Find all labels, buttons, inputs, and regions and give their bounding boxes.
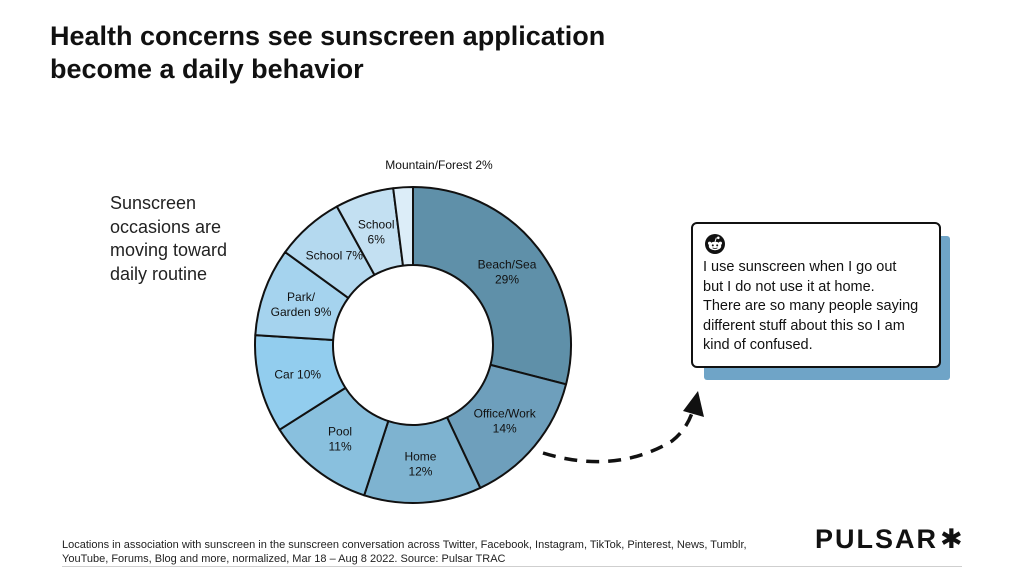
title-line-1: Health concerns see sunscreen applicatio… bbox=[50, 21, 606, 51]
pulsar-logo: PULSAR✱ bbox=[815, 524, 965, 555]
slice-label-line: Beach/Sea bbox=[478, 258, 537, 272]
slice-mountain-forest-8 bbox=[392, 186, 414, 267]
quote-line: different stuff about this so I am bbox=[703, 317, 905, 334]
slice-label-line: Garden 9% bbox=[271, 305, 332, 319]
arrow-connector bbox=[542, 391, 704, 464]
quote-line: kind of confused. bbox=[703, 337, 813, 353]
slice-label-line: School 7% bbox=[306, 249, 364, 263]
slice-label-line: Park/ bbox=[287, 290, 316, 304]
logo-wordmark: PULSAR bbox=[815, 524, 939, 554]
slice-label-line: Pool bbox=[328, 425, 352, 439]
donut-slices bbox=[254, 186, 572, 504]
asterisk-icon: ✱ bbox=[940, 524, 965, 554]
side-caption-line: occasions are bbox=[110, 216, 222, 237]
slice-label-line: Office/Work bbox=[474, 406, 537, 420]
quote-card: I use sunscreen when I go out but I do n… bbox=[691, 222, 941, 368]
slice-beach-sea-0 bbox=[412, 186, 572, 386]
dashed-arrow-path bbox=[542, 412, 694, 464]
slice-label-line: 14% bbox=[493, 421, 517, 435]
arrow-head-icon bbox=[683, 391, 704, 417]
slice-label-park-garden-5: Park/Garden 9% bbox=[271, 290, 332, 319]
source-footnote: Locations in association with sunscreen … bbox=[62, 539, 802, 566]
slice-label-school-7: School 6% bbox=[358, 217, 395, 246]
slice-label-school-6: School 7% bbox=[306, 249, 364, 263]
side-caption-line: moving toward bbox=[110, 240, 228, 260]
slice-label-pool-3: Pool 11% bbox=[328, 425, 352, 454]
slice-label-line: School bbox=[358, 217, 395, 231]
slice-label-car-4: Car 10% bbox=[274, 368, 321, 382]
slice-label-line: 6% bbox=[368, 232, 386, 246]
title-line-2: become a daily behavior bbox=[50, 54, 364, 84]
slice-label-office-work-1: Office/Work 14% bbox=[474, 406, 537, 435]
slice-label-beach-sea-0: Beach/Sea 29% bbox=[478, 258, 537, 287]
footer-divider bbox=[62, 566, 962, 567]
footnote-line: Locations in association with sunscreen … bbox=[62, 539, 747, 551]
quote-text: I use sunscreen when I go out but I do n… bbox=[703, 258, 929, 356]
footnote-line: YouTube, Forums, Blog and more, normaliz… bbox=[62, 552, 506, 565]
page-title: Health concerns see sunscreen applicatio… bbox=[50, 20, 750, 86]
slice-label-mountain-forest-8: Mountain/Forest 2% bbox=[385, 158, 493, 172]
reddit-icon bbox=[705, 234, 725, 254]
slice-label-line: Home bbox=[404, 449, 436, 463]
slice-label-line: 29% bbox=[495, 273, 519, 287]
donut-labels: Beach/Sea 29% Office/Work 14% Home 12% Pool 11%… bbox=[271, 158, 537, 478]
quote-line: I use sunscreen when I go out bbox=[703, 259, 897, 275]
side-caption-line: Sunscreen bbox=[110, 193, 197, 213]
quote-line: There are so many people saying bbox=[703, 298, 919, 314]
slice-label-line: Mountain/Forest 2% bbox=[385, 158, 493, 172]
side-caption: Sunscreen occasions are moving toward da… bbox=[110, 192, 270, 286]
slice-label-home-2: Home 12% bbox=[404, 449, 436, 478]
quote-line: but I do not use it at home. bbox=[703, 278, 875, 295]
slice-label-line: Car 10% bbox=[274, 368, 321, 382]
slice-label-line: 12% bbox=[408, 464, 432, 478]
side-caption-line: daily routine bbox=[110, 263, 208, 284]
slice-label-line: 11% bbox=[328, 440, 351, 454]
